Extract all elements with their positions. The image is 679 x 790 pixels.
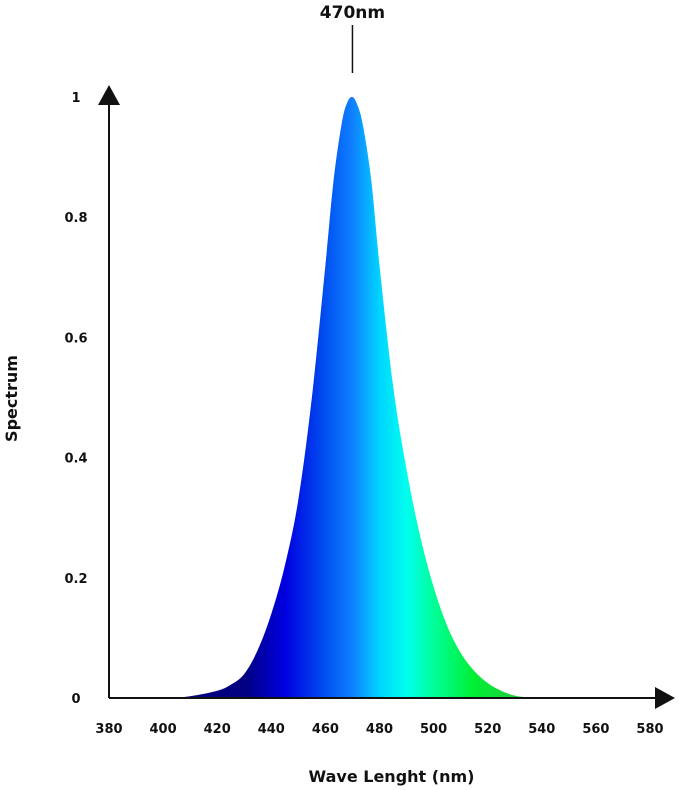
y-tick-labels: 0 0.2 0.4 0.6 0.8 1 [64, 91, 87, 707]
x-tick-label: 520 [474, 722, 501, 737]
x-tick-label: 460 [312, 722, 339, 737]
axes [98, 85, 675, 709]
x-tick-label: 580 [636, 722, 663, 737]
y-tick-label: 0.8 [64, 211, 87, 226]
x-tick-label: 420 [204, 722, 231, 737]
y-tick-label: 1 [71, 91, 80, 106]
y-axis-arrow [98, 85, 120, 105]
y-tick-label: 0.2 [64, 572, 87, 587]
x-axis-title: Wave Lenght (nm) [309, 767, 475, 786]
spectrum-area [109, 96, 650, 699]
x-tick-label: 540 [528, 722, 555, 737]
y-tick-label: 0 [71, 692, 80, 707]
x-tick-label: 500 [420, 722, 447, 737]
x-tick-label: 560 [582, 722, 609, 737]
x-tick-label: 480 [366, 722, 393, 737]
x-tick-label: 380 [95, 722, 122, 737]
x-tick-label: 400 [150, 722, 177, 737]
x-axis-arrow [655, 687, 675, 709]
y-tick-label: 0.6 [64, 331, 87, 346]
y-tick-label: 0.4 [64, 452, 87, 467]
x-tick-label: 440 [258, 722, 285, 737]
y-axis-title: Spectrum [2, 355, 21, 442]
x-tick-labels: 380 400 420 440 460 480 500 520 540 560 580 [95, 722, 663, 737]
peak-label: 470nm [320, 3, 385, 23]
